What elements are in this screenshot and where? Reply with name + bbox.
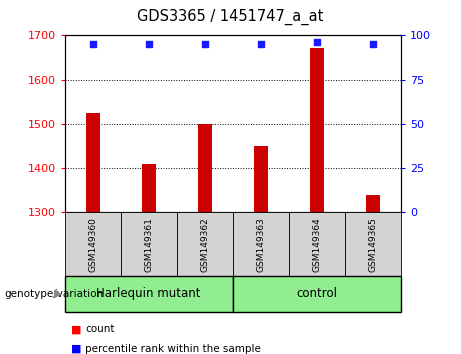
Point — [201, 41, 208, 47]
Text: GSM149362: GSM149362 — [200, 217, 209, 272]
Bar — [198, 124, 212, 212]
Point — [257, 41, 265, 47]
Bar — [177, 212, 233, 276]
Bar — [289, 212, 345, 276]
Point — [89, 41, 96, 47]
Text: control: control — [296, 287, 337, 300]
Text: GSM149363: GSM149363 — [256, 217, 266, 272]
Text: GSM149361: GSM149361 — [144, 217, 153, 272]
Bar — [65, 212, 121, 276]
Text: GSM149365: GSM149365 — [368, 217, 378, 272]
Bar — [366, 195, 380, 212]
Bar — [121, 212, 177, 276]
Text: GDS3365 / 1451747_a_at: GDS3365 / 1451747_a_at — [137, 9, 324, 25]
Text: ■: ■ — [71, 324, 82, 334]
Text: GSM149360: GSM149360 — [88, 217, 97, 272]
Text: count: count — [85, 324, 115, 334]
Text: ▶: ▶ — [54, 289, 63, 299]
Point — [369, 41, 377, 47]
Bar — [142, 164, 156, 212]
Text: ■: ■ — [71, 344, 82, 354]
Bar — [310, 48, 324, 212]
Bar — [65, 276, 233, 312]
Bar — [345, 212, 401, 276]
Bar — [86, 113, 100, 212]
Bar — [233, 276, 401, 312]
Text: Harlequin mutant: Harlequin mutant — [96, 287, 201, 300]
Point — [145, 41, 152, 47]
Bar — [254, 146, 268, 212]
Bar — [233, 212, 289, 276]
Point — [313, 40, 321, 45]
Text: percentile rank within the sample: percentile rank within the sample — [85, 344, 261, 354]
Text: GSM149364: GSM149364 — [313, 217, 321, 272]
Text: genotype/variation: genotype/variation — [5, 289, 104, 299]
